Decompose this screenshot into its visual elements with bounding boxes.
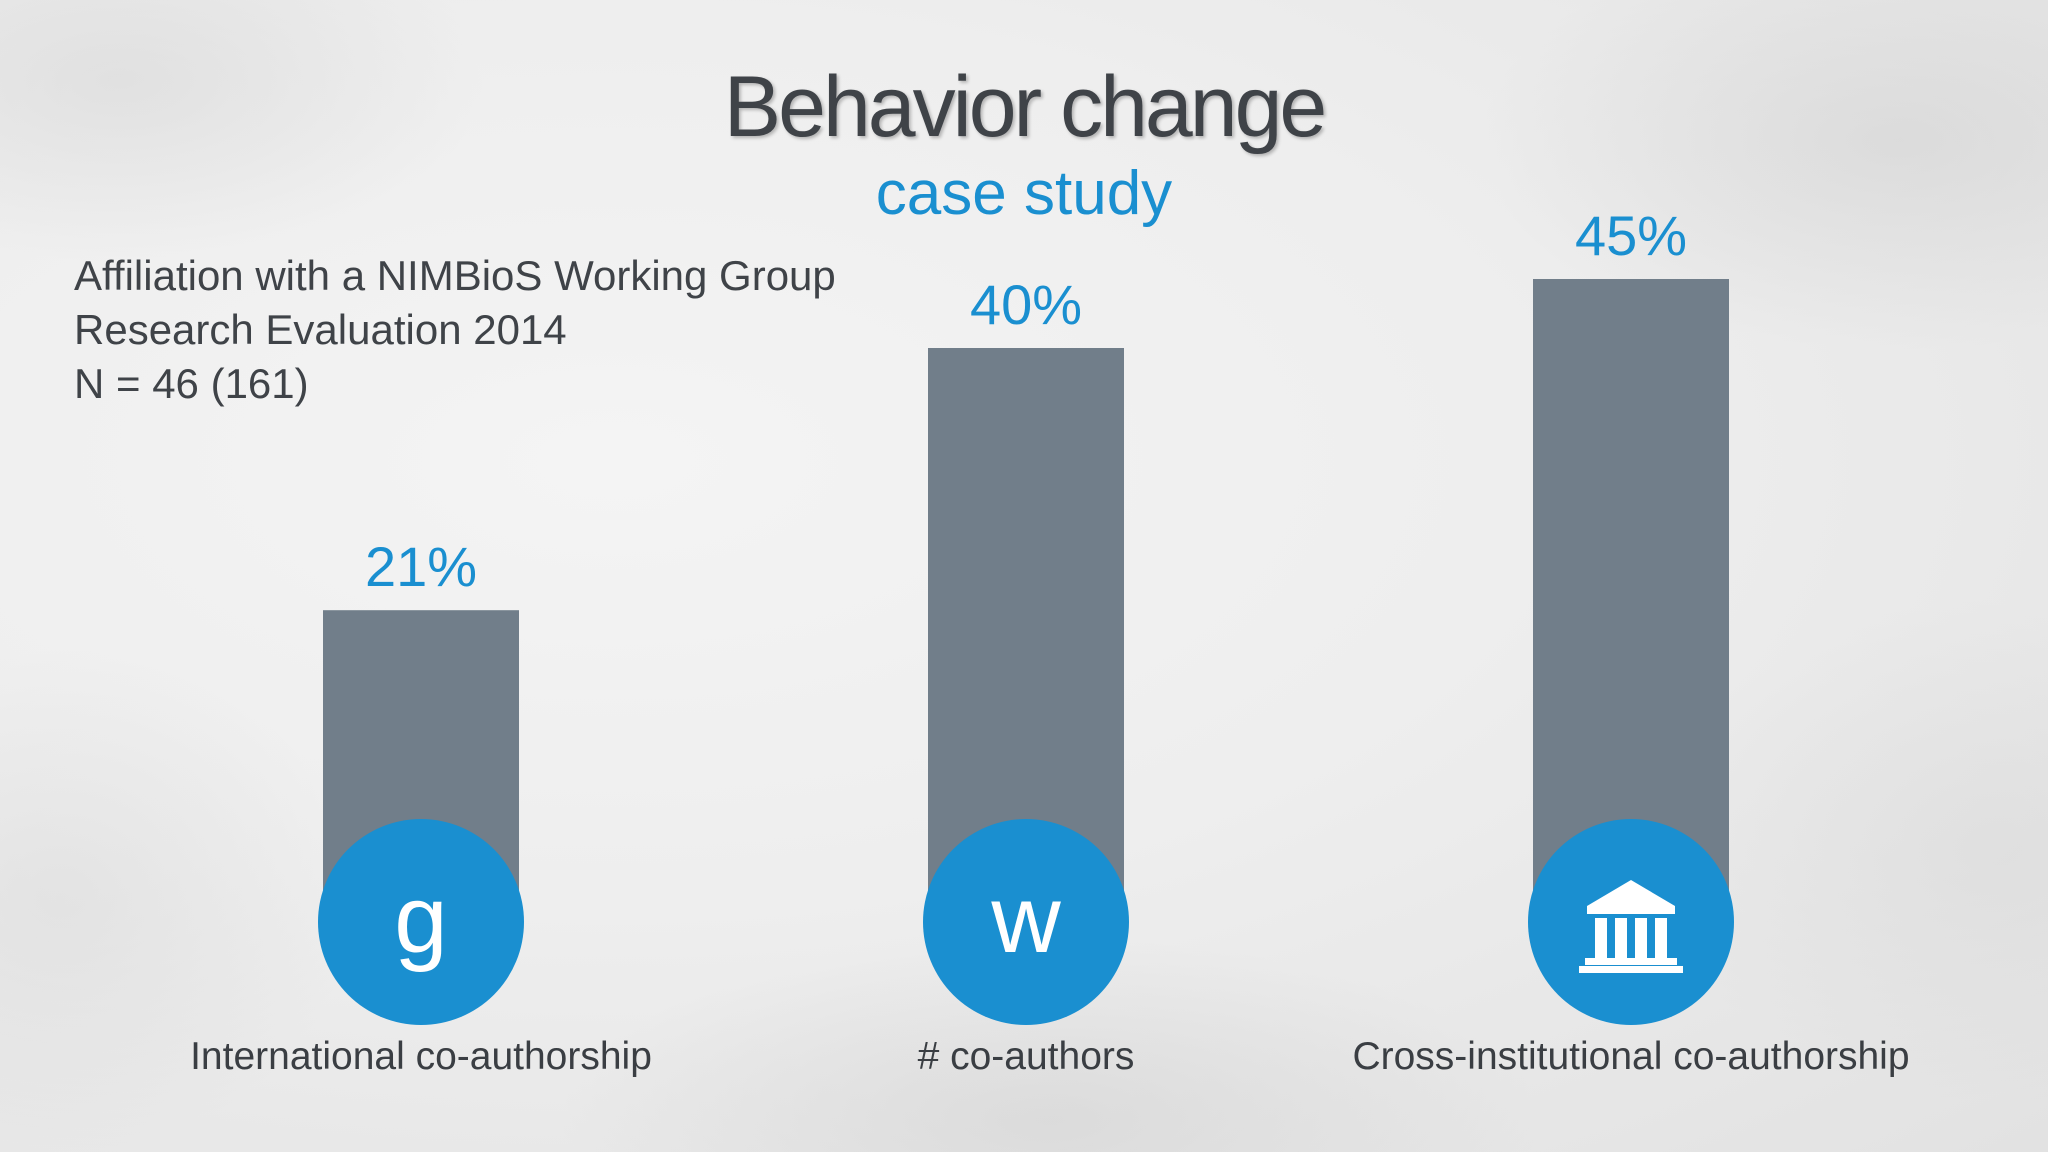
icon-circle-3 — [1528, 819, 1734, 1025]
category-label-3: Cross-institutional co-authorship — [1352, 1035, 1909, 1078]
value-label-1: 21% — [365, 535, 477, 598]
letter-g-icon: g — [394, 866, 447, 973]
meta-affiliation: Affiliation with a NIMBioS Working Group — [74, 252, 836, 299]
icon-circle-1 — [318, 819, 524, 1025]
slide-subtitle: case study — [875, 159, 1173, 228]
category-label-2: # co-authors — [918, 1035, 1135, 1078]
value-label-2: 40% — [970, 273, 1082, 336]
slide-title: Behavior change — [723, 59, 1327, 155]
meta-sample-size: N = 46 (161) — [74, 360, 309, 407]
category-label-1: International co-authorship — [190, 1035, 652, 1078]
meta-evaluation: Research Evaluation 2014 — [74, 306, 567, 353]
institution-building-icon — [1579, 880, 1683, 973]
bar-2 — [928, 348, 1124, 900]
icon-circle-2 — [923, 819, 1129, 1025]
bar-3 — [1533, 279, 1729, 900]
letter-w-icon: w — [990, 866, 1061, 973]
value-label-3: 45% — [1575, 204, 1687, 267]
